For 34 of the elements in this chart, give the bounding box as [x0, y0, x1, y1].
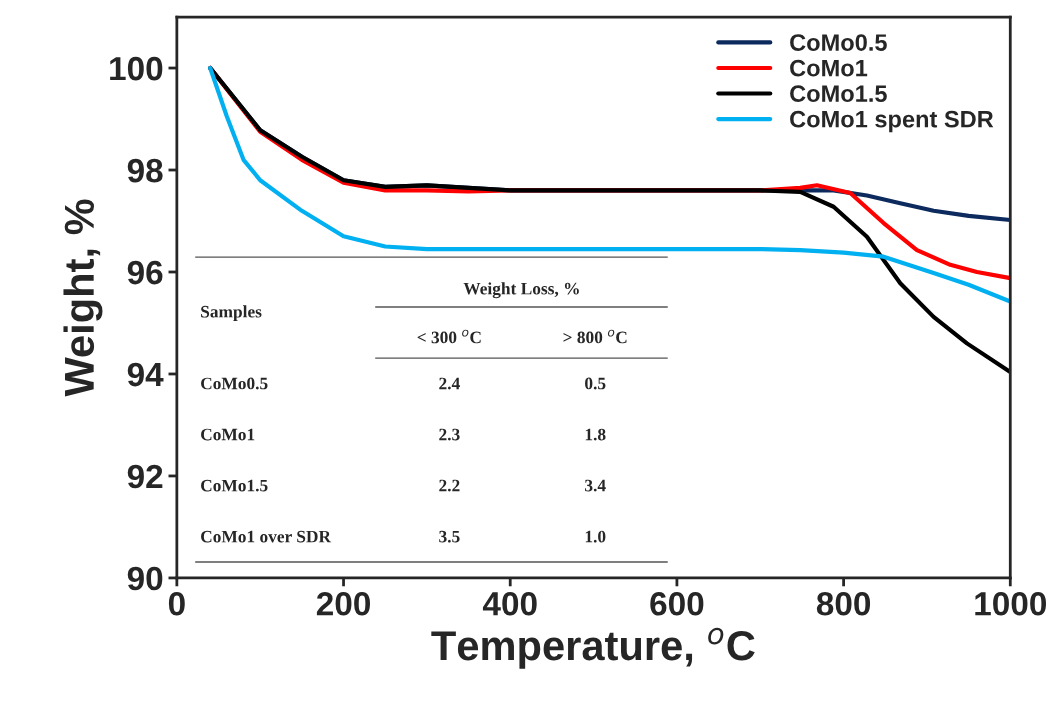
x-tick-label: 0: [168, 592, 185, 616]
y-tick-label: 100: [110, 56, 163, 81]
legend-label: CoMo1.5: [790, 85, 887, 103]
x-tick-label: 600: [650, 592, 704, 616]
legend-label: CoMo1: [790, 59, 868, 77]
y-tick-label: 92: [127, 464, 163, 489]
annotation: CoMo0.5: [201, 377, 268, 390]
annotation: < 300 $^{o}$C: [417, 329, 481, 344]
x-tick-label: 800: [816, 592, 871, 616]
legend-label: CoMo1 spent SDR: [790, 110, 994, 133]
annotation: 0.5: [585, 377, 606, 390]
annotation: 2.3: [439, 428, 460, 441]
annotation: 1.0: [585, 530, 606, 543]
annotation: 2.4: [439, 377, 460, 390]
y-tick-label: 98: [127, 158, 163, 183]
annotation: CoMo1 over SDR: [201, 530, 332, 543]
legend-label: CoMo0.5: [790, 34, 887, 51]
annotation: CoMo1.5: [201, 479, 268, 492]
x-tick-label: 200: [316, 592, 370, 616]
x-axis-title: Temperature, $^{o}$C: [431, 627, 755, 669]
annotation: > 800 $^{o}$C: [563, 329, 627, 344]
y-tick-label: 90: [127, 566, 163, 591]
annotation: Samples: [201, 305, 262, 322]
annotation: 1.8: [585, 428, 606, 441]
x-tick-label: 400: [482, 592, 537, 616]
annotation: Weight Loss, %: [463, 282, 579, 299]
x-tick-label: 1000: [975, 592, 1046, 616]
y-tick-label: 96: [127, 260, 163, 285]
y-axis-title: Weight, %: [63, 199, 103, 397]
annotation: 2.2: [439, 479, 460, 492]
annotation: 3.4: [585, 479, 606, 492]
annotation: CoMo1: [201, 428, 255, 441]
annotation: 3.5: [439, 530, 460, 543]
y-tick-label: 94: [127, 362, 164, 387]
